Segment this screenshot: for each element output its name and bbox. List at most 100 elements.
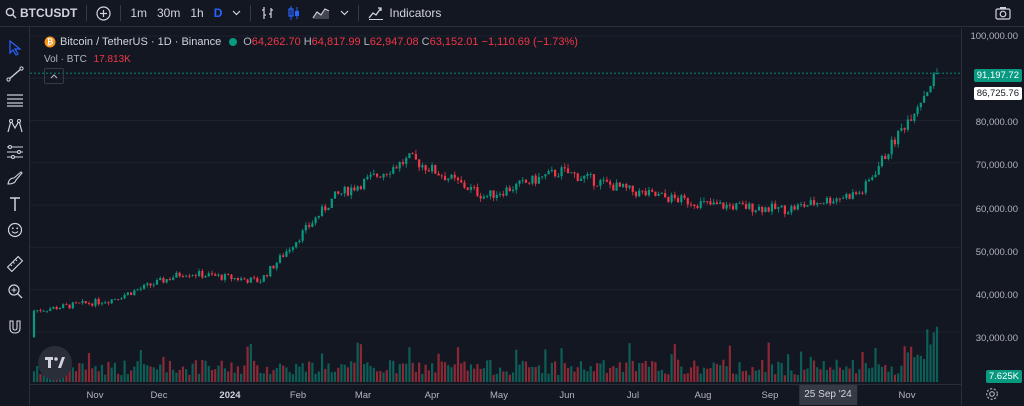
volume-bar: [233, 372, 236, 382]
volume-bar: [861, 352, 864, 382]
volume-bar: [867, 368, 871, 382]
trend-line-tool[interactable]: [3, 63, 27, 85]
pattern-tool[interactable]: [3, 115, 27, 137]
volume-bar: [819, 369, 822, 382]
candle-body: [84, 301, 87, 304]
volume-bar: [903, 346, 906, 382]
candle-body: [725, 204, 728, 209]
zoom-tool[interactable]: [3, 280, 27, 302]
volume-bar: [430, 363, 434, 382]
candle-body: [537, 177, 541, 184]
candle-body: [816, 203, 819, 205]
candle-body: [314, 217, 317, 224]
magnet-tool[interactable]: [3, 316, 27, 338]
candle-body: [453, 174, 456, 178]
candle-body: [191, 275, 194, 277]
time-axis[interactable]: Nov Dec 2024 Feb Mar Apr May Jun Jul Aug…: [30, 384, 961, 405]
open-value: 64,262.70: [251, 36, 301, 48]
volume-legend: Vol · BTC 17.813K: [44, 54, 131, 65]
candle-body: [482, 196, 485, 199]
volume-bar: [340, 364, 343, 382]
volume-bar: [369, 365, 372, 382]
volume-bar: [780, 362, 783, 382]
time-axis-settings-button[interactable]: [985, 387, 1001, 403]
volume-bar: [314, 373, 317, 382]
measure-tool[interactable]: [3, 253, 27, 275]
high-value: 64,817.99: [311, 36, 361, 48]
candle-body: [405, 157, 408, 164]
area-style-button[interactable]: [307, 0, 335, 27]
symbol-search[interactable]: BTCUSDT: [0, 0, 82, 27]
candle-body: [36, 310, 39, 312]
candle-body: [654, 191, 657, 196]
indicators-button[interactable]: Indicators: [363, 0, 446, 27]
candle-body: [660, 193, 663, 195]
volume-bar: [149, 366, 152, 382]
cursor-tool[interactable]: [3, 37, 27, 59]
volume-bar: [489, 359, 492, 382]
compare-button[interactable]: [91, 0, 116, 27]
brush-tool[interactable]: [3, 167, 27, 189]
candle-body: [486, 196, 489, 197]
time-tick: Mar: [354, 390, 372, 401]
candle-body: [845, 194, 848, 199]
interval-1h[interactable]: 1h: [190, 6, 204, 20]
volume-bar: [74, 371, 78, 382]
pattern-icon: [7, 119, 23, 133]
candle-body: [39, 310, 42, 312]
candle-body: [288, 249, 291, 252]
candle-body: [421, 165, 424, 168]
volume-bar: [926, 329, 929, 382]
candles-button[interactable]: [281, 0, 307, 27]
volume-bar: [563, 363, 566, 382]
candle-body: [62, 304, 65, 308]
candle-body: [780, 205, 783, 208]
volume-bar: [443, 362, 447, 382]
volume-bar: [356, 342, 359, 382]
candle-body: [282, 255, 285, 257]
interval-1m[interactable]: 1m: [130, 6, 147, 20]
volume-label[interactable]: Vol · BTC: [44, 54, 87, 65]
volume-bar: [534, 367, 537, 382]
volume-bar: [858, 369, 861, 382]
text-tool[interactable]: [3, 193, 27, 215]
volume-bar: [159, 364, 162, 382]
volume-bar: [599, 363, 602, 382]
interval-dropdown[interactable]: [227, 0, 246, 27]
volume-bar: [609, 367, 612, 382]
candle-body: [913, 114, 916, 121]
collapse-legend-button[interactable]: [44, 68, 64, 84]
emoji-tool[interactable]: [3, 219, 27, 241]
candle-body: [728, 204, 731, 206]
volume-bar: [78, 363, 81, 382]
candle-body: [278, 255, 282, 263]
candle-body: [197, 271, 201, 276]
candle-body: [893, 139, 897, 145]
candle-body: [356, 186, 359, 191]
bar-style-button[interactable]: [255, 0, 281, 27]
horizontal-lines-tool[interactable]: [3, 89, 27, 111]
symbol-title[interactable]: Bitcoin / TetherUS · 1D · Binance: [60, 36, 222, 48]
candle-body: [236, 278, 240, 281]
candle-body: [518, 180, 521, 184]
volume-bar: [65, 371, 68, 382]
chart-pane[interactable]: [30, 28, 961, 405]
volume-bar: [628, 343, 631, 382]
price-chart[interactable]: [30, 28, 961, 384]
volume-bar: [816, 367, 819, 382]
interval-d[interactable]: D: [213, 6, 223, 20]
chevron-down-icon: [340, 10, 349, 16]
snapshot-button[interactable]: [990, 0, 1016, 27]
candle-body: [560, 167, 563, 177]
volume-bar: [790, 370, 793, 382]
candle-body: [71, 302, 74, 309]
projection-tool[interactable]: [3, 141, 27, 163]
price-axis[interactable]: 100,000.00 91,197.72 86,725.76 80,000.00…: [961, 28, 1024, 405]
chart-type-dropdown[interactable]: [335, 0, 354, 27]
volume-bar: [641, 363, 644, 382]
tradingview-logo[interactable]: [38, 346, 72, 380]
candle-body: [680, 195, 683, 203]
volume-bar: [71, 367, 74, 382]
interval-30m[interactable]: 30m: [157, 6, 181, 20]
candle-body: [874, 174, 877, 178]
